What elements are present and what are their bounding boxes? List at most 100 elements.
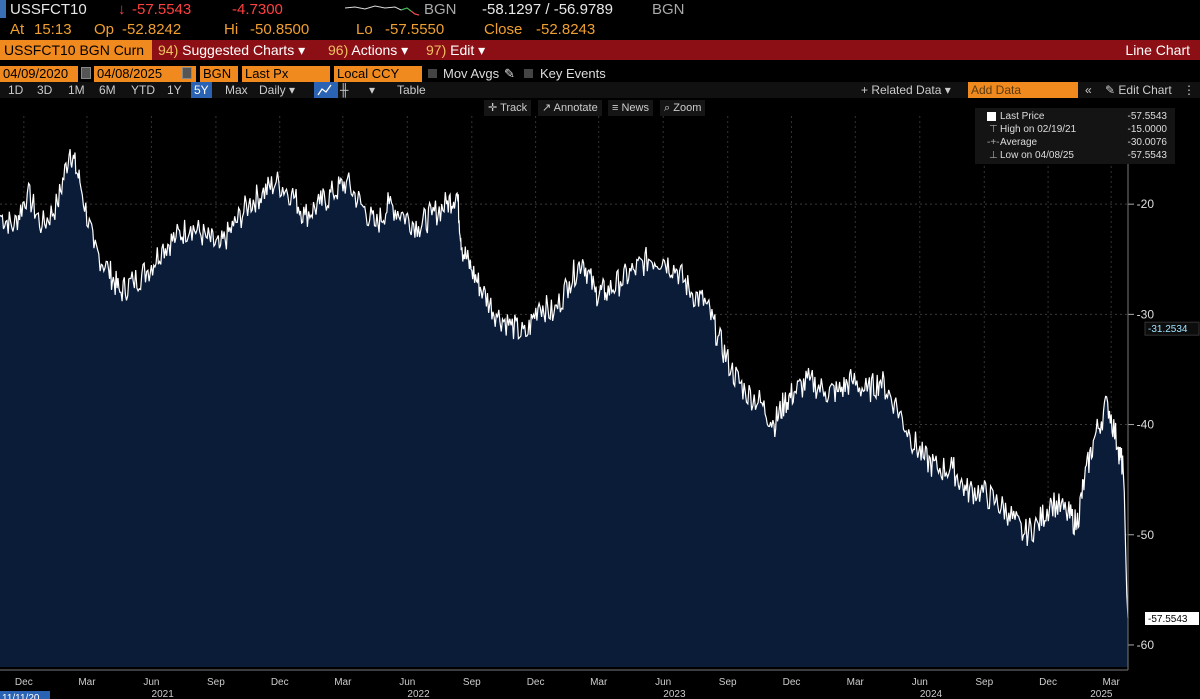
menu-label: Actions ▾ <box>351 42 409 58</box>
calendar-icon[interactable] <box>81 67 91 79</box>
mov-avgs-label[interactable]: Mov Avgs <box>443 66 500 81</box>
low-marker-icon: ⊥ <box>989 150 998 161</box>
chart-style-dropdown-icon[interactable]: ▾ <box>369 83 376 97</box>
bar-chart-icon[interactable]: ╫ <box>340 83 349 97</box>
currency-field[interactable]: Local CCY <box>334 66 422 82</box>
y-tick-label: -30 <box>1137 307 1155 321</box>
x-tick-label: Jun <box>912 677 928 688</box>
x-tick-label: Mar <box>78 677 96 688</box>
menu-label: Edit ▾ <box>450 42 486 58</box>
actions-menu[interactable]: 96) Actions ▾ <box>328 40 408 60</box>
end-date-field[interactable]: 04/08/2025 <box>94 66 196 82</box>
x-tick-label: Sep <box>975 677 993 688</box>
annotate-icon: ↗ <box>542 102 552 114</box>
line-chart-icon[interactable] <box>314 82 338 98</box>
edit-chart-label: Edit Chart <box>1118 83 1172 97</box>
legend-value: -15.0000 <box>1127 124 1167 135</box>
pencil-icon: ✎ <box>1105 83 1116 97</box>
x-tick-label: Dec <box>1039 677 1057 688</box>
legend-item-average: -+- Average -30.0076 <box>975 136 1175 149</box>
suggested-charts-menu[interactable]: 94) Suggested Charts ▾ <box>158 40 305 60</box>
x-tick-label: Jun <box>143 677 159 688</box>
more-icon[interactable]: ⋮ <box>1183 83 1195 97</box>
legend-value: -30.0076 <box>1127 137 1167 148</box>
last-price: -57.5543 <box>132 1 192 18</box>
series-area <box>0 149 1128 668</box>
ticker[interactable]: USSFCT10 <box>10 1 87 18</box>
x-year-label: 2024 <box>920 689 943 699</box>
edit-menu[interactable]: 97) Edit ▾ <box>426 40 485 60</box>
value-label-box <box>1144 321 1200 336</box>
news-button[interactable]: ≡ News <box>608 100 653 116</box>
period-selector-row: 1D 3D 1M 6M YTD 1Y 5Y Max Daily ▾ ╫ ▾ Ta… <box>0 82 1200 98</box>
x-tick-label: Sep <box>463 677 481 688</box>
x-axis: Dec Mar Jun Sep Dec Mar Jun Sep Dec Mar Jun Sep Dec M… <box>0 669 1128 699</box>
add-data-input[interactable]: Add Data <box>968 82 1078 98</box>
annotate-button[interactable]: ↗ Annotate <box>538 100 602 116</box>
period-1m[interactable]: 1M <box>68 83 85 97</box>
low-value: -57.5550 <box>385 21 445 38</box>
period-3d[interactable]: 3D <box>37 83 53 97</box>
related-data-button[interactable]: + Related Data ▾ <box>861 83 951 97</box>
zoom-button[interactable]: ⌕ Zoom <box>660 100 706 116</box>
open-label: Op <box>94 21 115 38</box>
start-date-badge <box>0 691 50 699</box>
x-tick-label: Mar <box>334 677 352 688</box>
period-max[interactable]: Max <box>225 83 248 97</box>
period-5y[interactable]: 5Y <box>191 82 212 98</box>
edit-chart-button[interactable]: ✎ Edit Chart <box>1102 82 1175 98</box>
line-chart[interactable]: -20 -30 -40 -50 -60 -31.2534 -57.5543 Dec Mar Ju… <box>0 116 1200 699</box>
chart-toolbar: ✛ Track ↗ Annotate ≡ News ⌕ Zoom <box>0 100 1200 116</box>
value-label-box <box>1145 612 1199 626</box>
zoom-label: Zoom <box>673 102 702 114</box>
bid-ask: -58.1297 / -56.9789 <box>482 1 613 18</box>
settings-row: 04/09/2020 04/08/2025 BGN Last Px Local … <box>0 64 1200 84</box>
menu-number: 96) <box>328 42 349 58</box>
chart-legend[interactable]: Last Price -57.5543 ⊤ High on 02/19/21 -… <box>975 108 1175 164</box>
table-button[interactable]: Table <box>397 83 426 97</box>
start-date-field[interactable]: 04/09/2020 <box>0 66 78 82</box>
legend-item-last-price[interactable]: Last Price -57.5543 <box>975 110 1175 123</box>
key-events-label[interactable]: Key Events <box>540 66 606 81</box>
x-year-label: 2022 <box>407 689 430 699</box>
frequency-dropdown[interactable]: Daily ▾ <box>259 83 296 97</box>
x-tick-label: Jun <box>399 677 415 688</box>
news-label: News <box>621 102 649 114</box>
legend-label: Average <box>1000 137 1038 148</box>
crosshair-icon: ✛ <box>488 102 498 114</box>
price-field[interactable]: Last Px <box>242 66 330 82</box>
x-tick-label: Sep <box>207 677 225 688</box>
start-date-label: 11/11/20 <box>2 693 40 699</box>
period-1y[interactable]: 1Y <box>167 83 182 97</box>
news-icon: ≡ <box>612 102 619 114</box>
x-tick-label: Sep <box>719 677 737 688</box>
close-value: -52.8243 <box>536 21 596 38</box>
y-tick-label: -20 <box>1137 197 1155 211</box>
track-label: Track <box>500 102 528 114</box>
menu-number: 94) <box>158 42 179 58</box>
collapse-icon[interactable]: « <box>1085 83 1092 97</box>
high-label: Hi <box>224 21 239 38</box>
period-6m[interactable]: 6M <box>99 83 116 97</box>
key-events-checkbox[interactable] <box>524 69 533 78</box>
legend-item-high: ⊤ High on 02/19/21 -15.0000 <box>975 123 1175 136</box>
legend-item-low: ⊥ Low on 04/08/25 -57.5543 <box>975 149 1175 162</box>
source-field[interactable]: BGN <box>200 66 238 82</box>
x-tick-label: Jun <box>655 677 671 688</box>
x-tick-label: Dec <box>15 677 33 688</box>
x-year-label: 2023 <box>663 689 686 699</box>
mov-avgs-checkbox[interactable] <box>428 69 437 78</box>
calendar-icon[interactable] <box>182 67 192 79</box>
high-marker-icon: ⊤ <box>989 124 998 135</box>
period-ytd[interactable]: YTD <box>131 83 155 97</box>
pencil-icon[interactable]: ✎ <box>504 66 515 81</box>
period-1d[interactable]: 1D <box>8 83 24 97</box>
sparkline-icon <box>345 5 419 16</box>
x-tick-label: Dec <box>527 677 545 688</box>
track-button[interactable]: ✛ Track <box>484 100 532 116</box>
source-label: BGN <box>424 1 457 18</box>
security-field[interactable]: USSFCT10 BGN Curn <box>0 40 152 60</box>
x-tick-label: Mar <box>1103 677 1121 688</box>
high-value: -50.8500 <box>250 21 310 38</box>
source-label-2: BGN <box>652 1 685 18</box>
